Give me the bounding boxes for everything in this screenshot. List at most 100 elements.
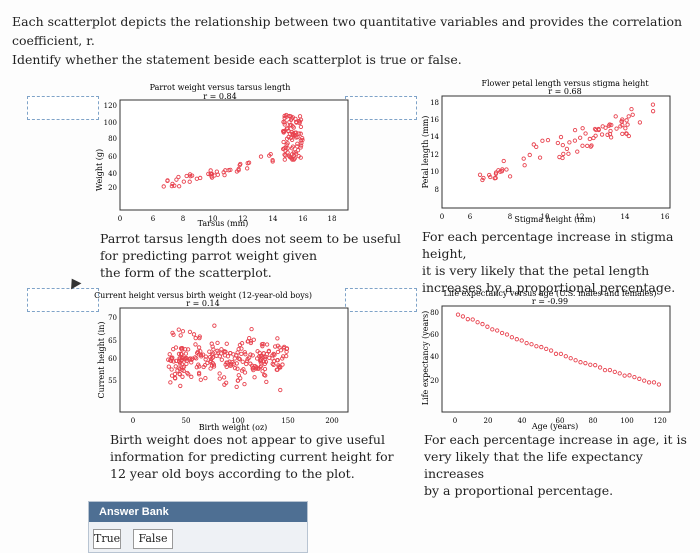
scatter-point xyxy=(632,374,637,380)
drop-target-3[interactable] xyxy=(27,288,99,312)
scatter-point xyxy=(201,364,206,370)
answer-chip-false[interactable]: False xyxy=(133,529,173,549)
scatter-point xyxy=(209,356,214,361)
scatter-point xyxy=(488,174,493,180)
scatter-point xyxy=(531,142,536,147)
question-prompt: Each scatterplot depicts the relationshi… xyxy=(12,12,692,69)
x-axis-label: Age (years) xyxy=(531,422,578,431)
scatter-point xyxy=(232,356,237,361)
scatter-point xyxy=(493,170,499,175)
scatter-point xyxy=(578,360,583,365)
scatter-point xyxy=(251,337,256,342)
prompt-line-1: Each scatterplot depicts the relationshi… xyxy=(12,14,683,48)
scatter-point xyxy=(626,114,631,119)
scatter-point xyxy=(169,367,174,372)
y-axis-label: Current height (in) xyxy=(97,322,106,399)
x-tick-label: 50 xyxy=(182,417,191,425)
scatter-point xyxy=(203,375,208,381)
statement-line: Birth weight does not appear to give use… xyxy=(110,432,385,447)
scatter-point xyxy=(272,352,277,357)
scatter-point xyxy=(238,376,243,381)
scatter-point xyxy=(470,317,475,322)
scatter-point xyxy=(194,356,199,361)
scatter-point xyxy=(613,114,618,119)
y-tick-label: 100 xyxy=(104,119,117,127)
scatter-point xyxy=(254,366,259,371)
scatter-point xyxy=(222,349,227,355)
statement-line: very likely that the life expectancy inc… xyxy=(424,449,643,481)
scatter-point xyxy=(195,349,201,354)
scatter-point xyxy=(620,131,625,137)
scatter-point xyxy=(184,358,190,363)
scatter-point xyxy=(262,372,267,378)
plot-r-label: r = 0.68 xyxy=(548,87,581,96)
x-tick-label: 8 xyxy=(181,215,185,223)
scatter-point xyxy=(285,150,290,155)
scatterplot-height: Current height versus birth weight (12-y… xyxy=(94,291,349,436)
scatter-point xyxy=(210,351,216,356)
x-tick-label: 6 xyxy=(468,213,473,221)
scatter-point xyxy=(176,351,182,357)
scatter-point xyxy=(192,355,198,360)
scatter-point xyxy=(209,341,214,346)
plot-r-label: r = 0.14 xyxy=(186,299,219,308)
scatter-point xyxy=(477,172,483,177)
scatter-point xyxy=(275,336,280,341)
scatter-point xyxy=(558,134,564,140)
answer-chip-true[interactable]: True xyxy=(93,529,121,549)
scatter-point xyxy=(282,122,287,127)
scatter-point xyxy=(228,167,233,173)
scatter-point xyxy=(295,141,300,146)
scatter-point xyxy=(165,178,170,183)
scatter-point xyxy=(250,353,255,358)
scatter-point xyxy=(260,369,265,374)
scatter-point xyxy=(650,109,656,114)
scatter-point xyxy=(566,151,571,156)
scatter-point xyxy=(193,335,198,341)
scatter-point xyxy=(187,329,193,335)
statement-line: increases by a proportional percentage. xyxy=(422,280,676,295)
scatter-point xyxy=(293,150,298,155)
drop-target-2[interactable] xyxy=(345,96,417,120)
scatter-point xyxy=(275,367,280,372)
scatter-point xyxy=(504,167,509,172)
scatter-point xyxy=(237,342,243,348)
scatter-point xyxy=(288,114,293,119)
drop-target-1[interactable] xyxy=(27,96,99,120)
scatter-point xyxy=(171,347,176,352)
scatter-point xyxy=(623,126,628,131)
plot-title: Flower petal length versus stigma height xyxy=(481,79,649,88)
scatter-point xyxy=(185,347,191,352)
scatter-point xyxy=(171,332,176,337)
scatter-point xyxy=(460,314,466,319)
scatter-point xyxy=(607,131,613,137)
scatter-point xyxy=(169,356,174,361)
scatter-point xyxy=(282,344,287,350)
y-tick-label: 16 xyxy=(430,116,439,124)
y-axis-label: Life expectancy (years) xyxy=(421,311,430,406)
scatter-point xyxy=(222,172,227,178)
scatter-point xyxy=(548,348,554,353)
statement-line: the form of the scatterplot. xyxy=(100,265,272,280)
y-tick-label: 65 xyxy=(108,337,117,345)
scatter-point xyxy=(255,349,260,354)
scatter-point xyxy=(234,353,239,358)
scatter-point xyxy=(298,138,304,143)
scatter-point xyxy=(179,357,184,362)
scatter-point xyxy=(280,356,285,361)
drop-target-4[interactable] xyxy=(345,288,417,312)
scatter-point xyxy=(245,166,250,171)
scatter-point xyxy=(187,172,193,177)
scatter-point xyxy=(284,136,290,141)
y-tick-label: 10 xyxy=(430,168,439,176)
scatter-point xyxy=(605,132,610,137)
x-tick-label: 16 xyxy=(299,215,308,223)
scatter-point xyxy=(650,102,656,107)
scatter-point xyxy=(203,354,209,359)
scatter-point xyxy=(603,125,608,130)
scatter-point xyxy=(178,383,183,389)
x-axis-label: Tarsus (mm) xyxy=(198,219,249,228)
scatter-point xyxy=(180,374,185,379)
scatter-point xyxy=(275,349,281,355)
scatter-point xyxy=(271,362,276,368)
